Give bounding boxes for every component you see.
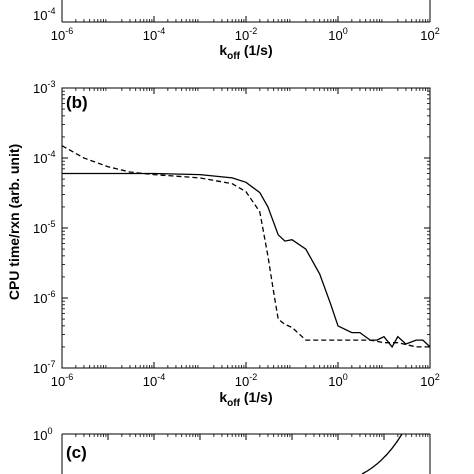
- panel-a-x-ticks: 10-6 10-4 10-2 100 102: [51, 16, 440, 43]
- x-tick-label: 10-6: [51, 372, 73, 389]
- panel-b-series: [61, 145, 431, 349]
- panel-c: 100 (c): [33, 426, 431, 474]
- x-tick-label: 102: [420, 372, 439, 389]
- y-tick-label: 10-4: [33, 149, 55, 166]
- panel-a-x-tick-label: 10-2: [235, 26, 257, 43]
- y-tick-label: 10-6: [33, 289, 55, 306]
- x-tick-label: 100: [328, 372, 347, 389]
- panel-b-y-ticks: 10-7 10-6 10-5 10-4 10-3: [33, 79, 430, 376]
- panel-a-x-tick-label: 100: [328, 26, 347, 43]
- panel-a: 10-4 10-6 10-4 10-2 100 102 koff (1/s): [33, 0, 440, 62]
- panel-a-x-tick-label: 10-6: [51, 26, 73, 43]
- panel-b-plot-frame: [61, 87, 431, 369]
- y-tick-label: 10-3: [33, 79, 55, 96]
- series-solid-line: [62, 172, 431, 349]
- panel-a-ytick-label: 10-4: [33, 6, 55, 23]
- panel-a-x-axis-title: koff (1/s): [219, 42, 272, 62]
- panel-b-x-ticks: 10-6 10-4 10-2 100 102: [51, 88, 440, 389]
- panel-b-y-axis-title: CPU time/rxn (arb. unit): [6, 144, 22, 300]
- panel-label-c: (c): [66, 443, 87, 462]
- panel-c-ytick-label: 100: [33, 426, 52, 443]
- y-tick-label: 10-7: [33, 359, 55, 376]
- y-tick-label: 10-5: [33, 219, 55, 236]
- x-tick-label: 10-2: [235, 372, 257, 389]
- panel-b-chart: 10-710-610-510-410-3 10-6 10-4 10-2 100 102 …: [6, 79, 440, 409]
- panel-c-curve: [361, 433, 403, 474]
- panel-b-x-axis-title: koff (1/s): [219, 389, 272, 409]
- panel-label-b: (b): [66, 93, 88, 112]
- panel-a-x-tick-label: 102: [420, 26, 439, 43]
- x-tick-label: 10-4: [143, 372, 165, 389]
- panel-a-x-tick-label: 10-4: [143, 26, 165, 43]
- series-dashed-line: [61, 145, 430, 348]
